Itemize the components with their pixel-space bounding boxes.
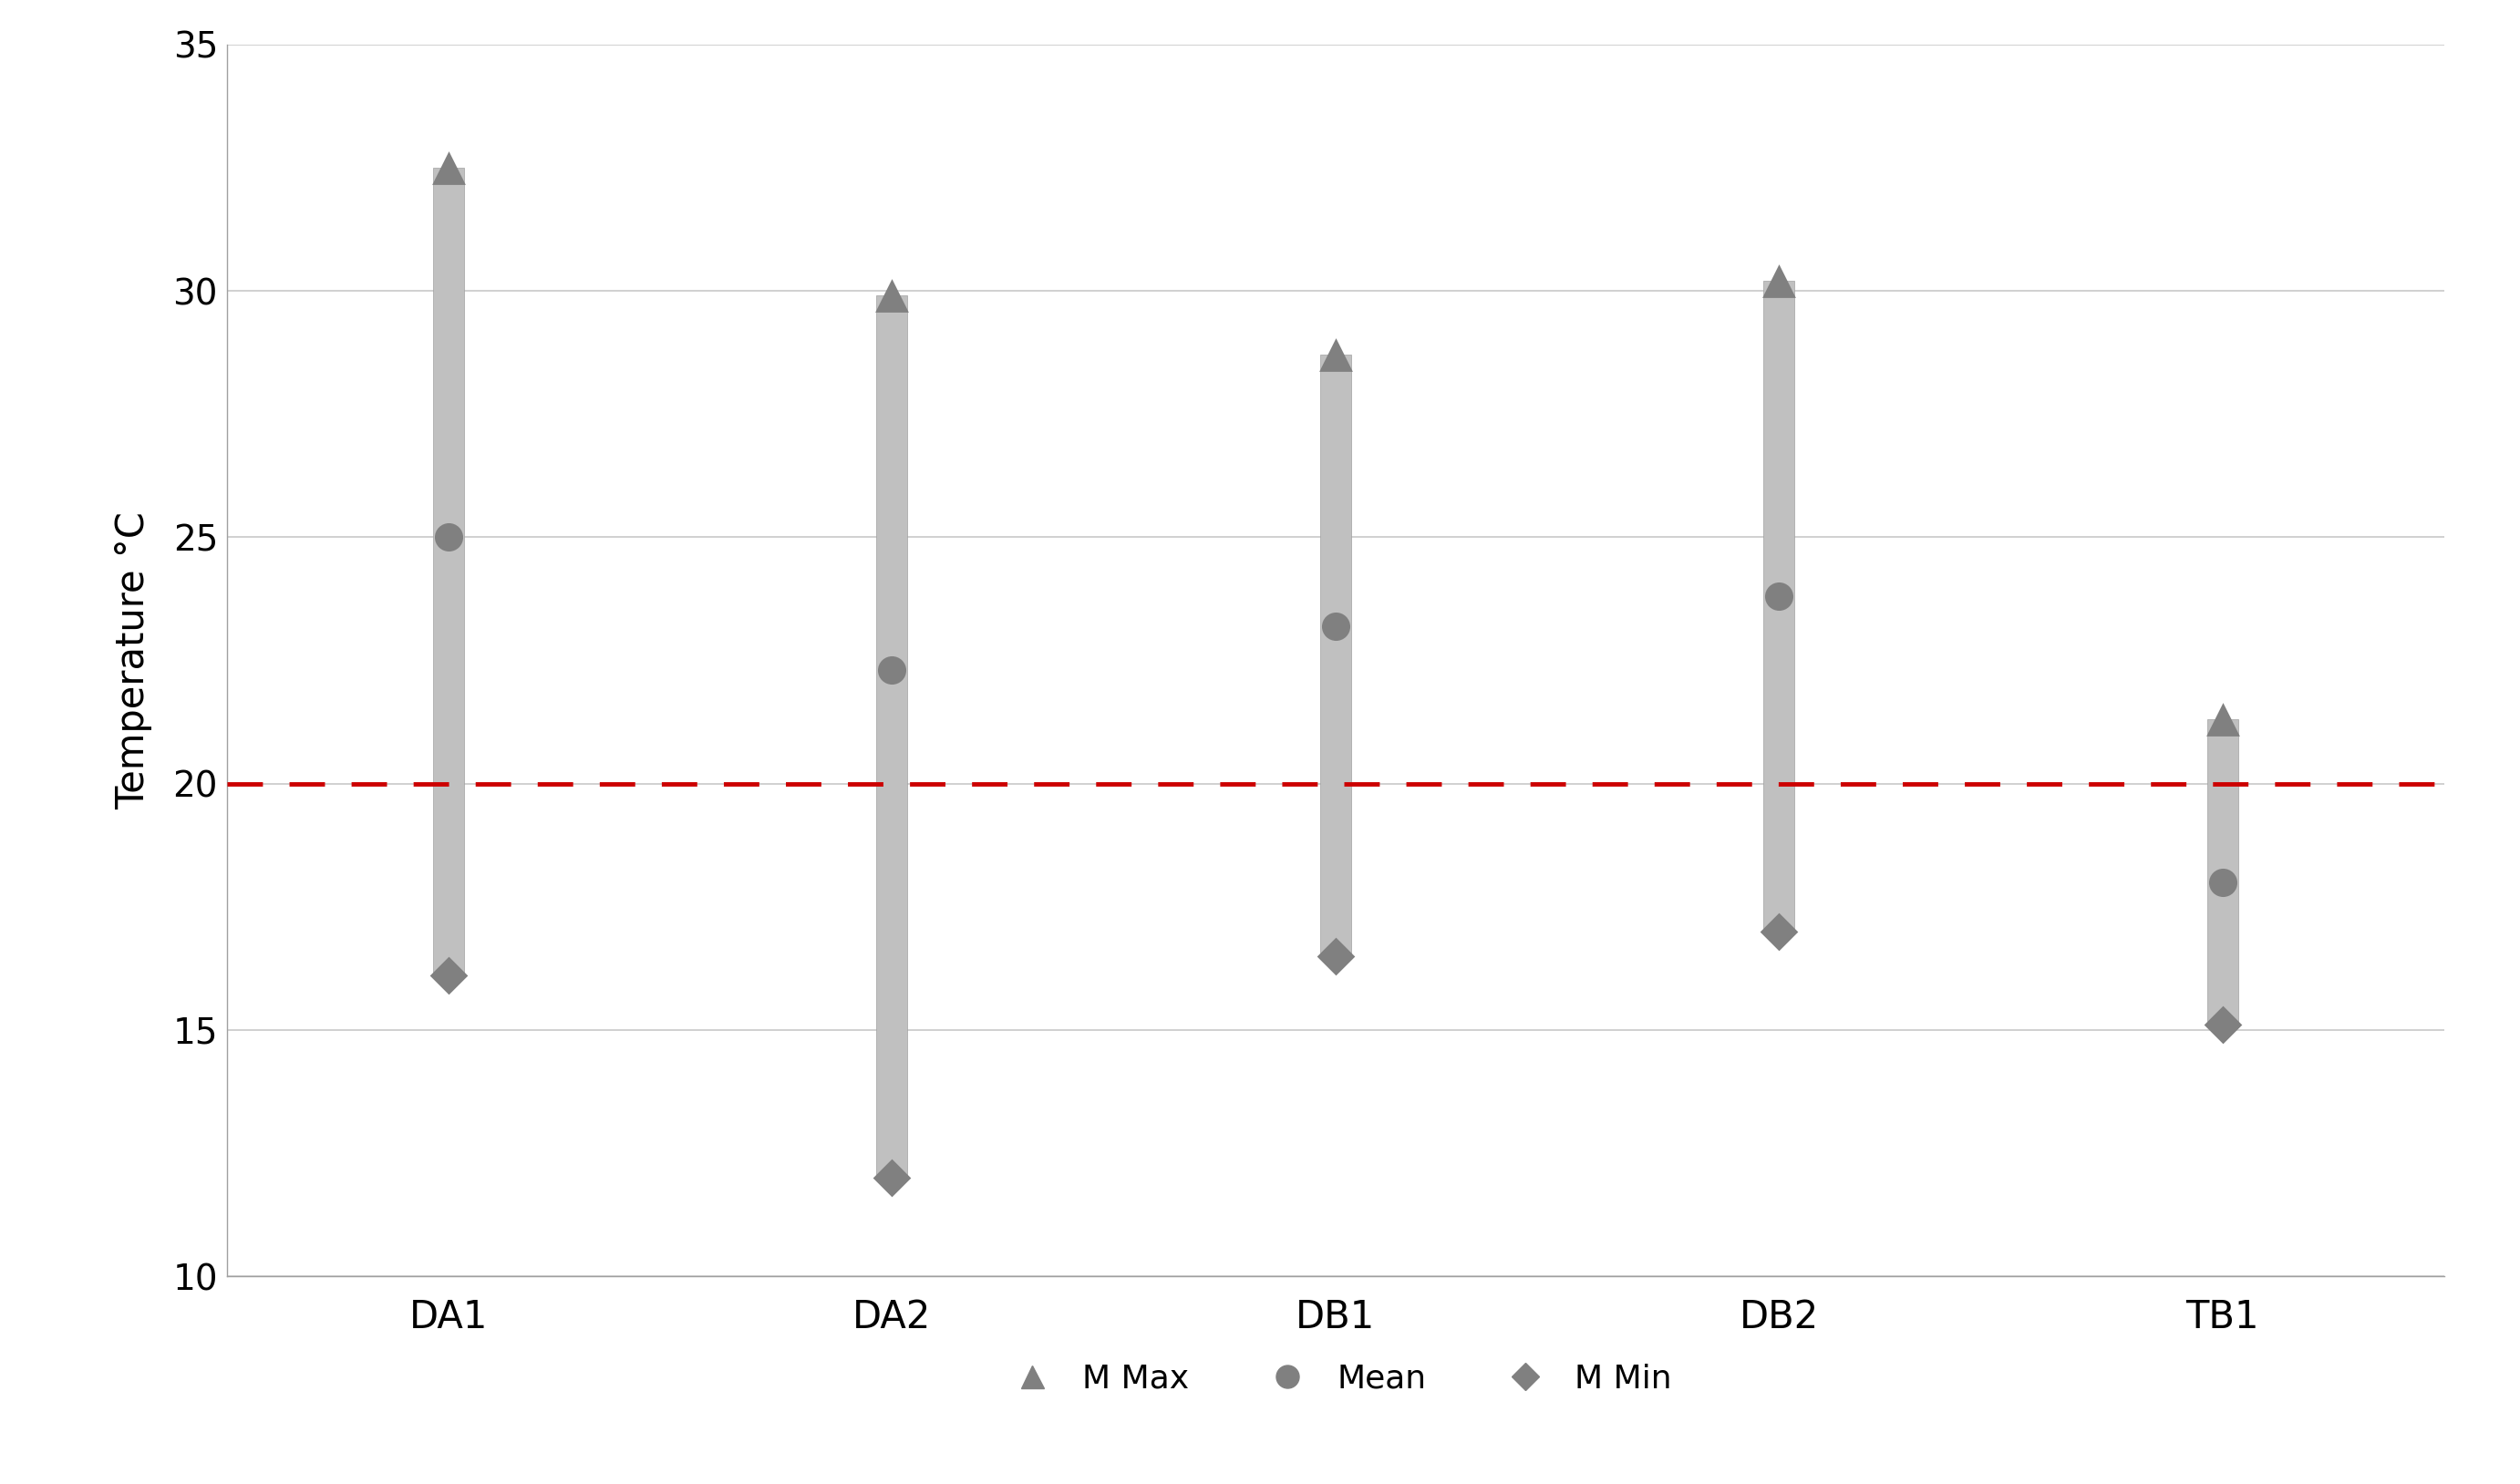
M Max (428, 156, 469, 180)
M Max (872, 283, 912, 307)
Mean (1315, 614, 1356, 638)
Bar (1764, 280, 1794, 932)
M Max (1315, 343, 1356, 367)
Legend: M Max, Mean, M Min: M Max, Mean, M Min (985, 1350, 1686, 1408)
Mean (872, 659, 912, 683)
M Min (1315, 944, 1356, 968)
Bar (2208, 720, 2238, 1025)
M Min (2202, 1014, 2243, 1037)
Bar (433, 168, 464, 975)
Bar (1320, 355, 1351, 956)
M Max (1759, 269, 1799, 292)
Bar (877, 295, 907, 1178)
M Min (428, 963, 469, 987)
Mean (2202, 870, 2243, 893)
M Min (1759, 920, 1799, 944)
Mean (1759, 585, 1799, 608)
Y-axis label: Temperature °C: Temperature °C (113, 512, 151, 809)
Mean (428, 525, 469, 549)
M Max (2202, 708, 2243, 732)
M Min (872, 1166, 912, 1190)
